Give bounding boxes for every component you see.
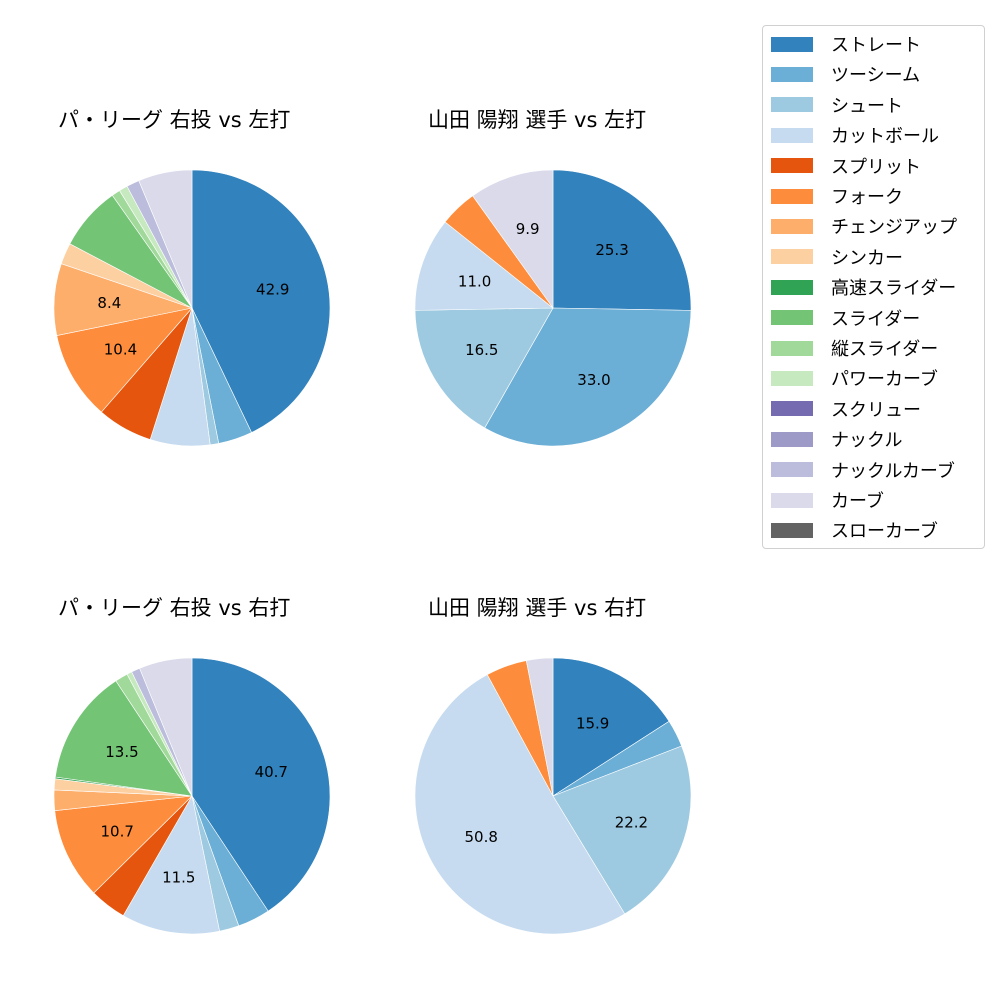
legend-item: ツーシーム: [771, 63, 921, 87]
legend-item: カットボール: [771, 124, 939, 148]
slice-value-label: 8.4: [97, 294, 121, 312]
legend-swatch: [771, 36, 813, 52]
legend-item: ナックル: [771, 428, 903, 452]
slice-value-label: 50.8: [465, 828, 498, 846]
legend-swatch: [771, 158, 813, 174]
legend-label: スライダー: [831, 308, 921, 330]
pie-slice: [552, 657, 670, 797]
legend-swatch: [771, 370, 813, 386]
slice-value-label: 10.4: [104, 341, 137, 359]
legend-label: ナックル: [831, 430, 903, 452]
pie-slice: [484, 307, 692, 447]
slice-value-label: 11.0: [458, 272, 491, 290]
pie-slice: [552, 745, 692, 915]
legend-label: シンカー: [831, 247, 903, 269]
legend-item: フォーク: [771, 185, 903, 208]
slice-value-label: 16.5: [465, 341, 498, 359]
slice-value-label: 15.9: [576, 714, 609, 732]
pie-slice: [54, 795, 193, 894]
pie-slice: [122, 795, 220, 935]
pie-slice: [414, 307, 554, 429]
legend-item: パワーカーブ: [771, 367, 938, 391]
legend-label: カットボール: [831, 126, 939, 148]
legend-swatch: [771, 218, 813, 234]
legend-item: 高速スライダー: [771, 276, 957, 300]
pie-slice: [139, 657, 193, 797]
pie-4: 15.9 22.2 50.8: [414, 657, 692, 935]
legend-label: スプリット: [831, 156, 921, 178]
legend-label: 高速スライダー: [831, 278, 957, 300]
pie-slice: [414, 221, 554, 311]
slice-value-label: 13.5: [105, 743, 138, 761]
legend-label: シュート: [831, 95, 903, 117]
pie-slice: [56, 307, 193, 413]
legend-label: スクリュー: [831, 399, 921, 421]
legend-label: 縦スライダー: [831, 339, 939, 360]
chart-title: パ・リーグ 右投 vs 右打: [58, 596, 291, 620]
pie-slice: [138, 169, 193, 309]
slice-value-label: 40.7: [255, 763, 288, 781]
pie-3: 40.7 11.5 10.7 13.5: [53, 657, 331, 935]
legend-label: チェンジアップ: [831, 217, 957, 239]
slice-value-label: 11.5: [162, 869, 195, 887]
legend-swatch: [771, 97, 813, 113]
legend-item: 縦スライダー: [771, 337, 939, 360]
legend-swatch: [771, 127, 813, 143]
legend-swatch: [771, 66, 813, 82]
legend-item: スローカーブ: [771, 519, 938, 543]
legend-label: フォーク: [831, 187, 903, 208]
chart-title: 山田 陽翔 選手 vs 右打: [428, 596, 647, 620]
pie-slice: [552, 169, 692, 311]
pie-slice: [191, 169, 331, 433]
legend-swatch: [771, 249, 813, 265]
legend-item: シュート: [771, 94, 903, 117]
legend-swatch: [771, 310, 813, 326]
legend-swatch: [771, 188, 813, 204]
legend-swatch: [771, 522, 813, 538]
slice-value-label: 42.9: [256, 281, 289, 299]
legend-item: スクリュー: [771, 398, 921, 421]
legend-swatch: [771, 340, 813, 356]
legend-item: チェンジアップ: [771, 215, 957, 239]
legend-label: スローカーブ: [831, 521, 938, 543]
legend-item: ナックルカーブ: [771, 459, 955, 482]
pie-1: 42.9 10.4 8.4: [53, 169, 331, 447]
legend-label: カーブ: [831, 491, 884, 512]
pie-2: 25.3 33.0 16.5 11.0 9.9: [414, 169, 692, 447]
legend-label: パワーカーブ: [831, 369, 938, 391]
legend-swatch: [771, 492, 813, 508]
legend-swatch: [771, 279, 813, 295]
pie-slice: [54, 680, 193, 797]
legend: ストレートツーシームシュートカットボール スプリットフォークチェンジアップ シンカー…: [762, 25, 985, 549]
legend-label: ナックルカーブ: [831, 460, 955, 482]
legend-swatch: [771, 462, 813, 478]
pie-slice: [414, 674, 626, 935]
legend-item: シンカー: [771, 246, 903, 269]
legend-label: ストレート: [831, 35, 921, 56]
legend-item: スライダー: [771, 307, 921, 330]
legend-item: カーブ: [771, 489, 884, 512]
legend-swatch: [771, 431, 813, 447]
slice-value-label: 9.9: [516, 220, 540, 238]
legend-label: ツーシーム: [831, 65, 921, 87]
pie-slice: [525, 657, 554, 797]
slice-value-label: 10.7: [100, 822, 133, 840]
chart-title: 山田 陽翔 選手 vs 左打: [428, 108, 647, 132]
legend-item: ストレート: [771, 33, 921, 56]
slice-value-label: 22.2: [615, 814, 648, 832]
pie-slice: [472, 169, 554, 309]
legend-item: スプリット: [771, 155, 921, 178]
slice-value-label: 33.0: [577, 371, 610, 389]
chart-title: パ・リーグ 右投 vs 左打: [58, 108, 291, 132]
slice-value-label: 25.3: [595, 241, 628, 259]
legend-swatch: [771, 401, 813, 417]
